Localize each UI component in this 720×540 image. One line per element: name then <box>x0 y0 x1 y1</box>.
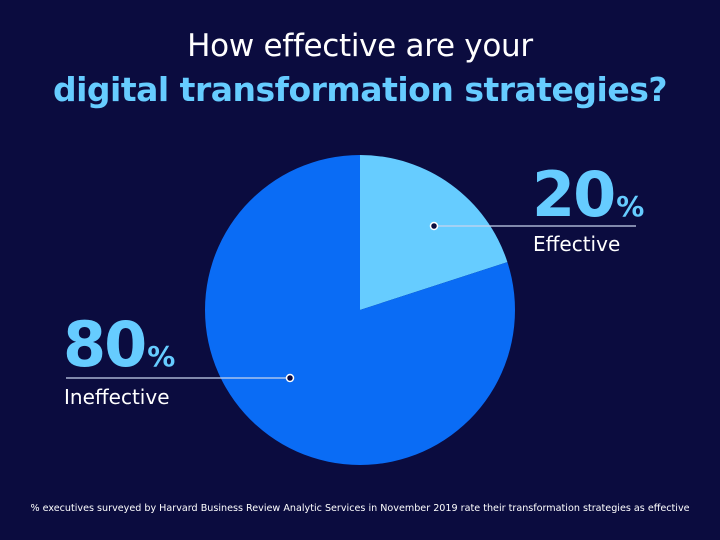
effective-value-unit: % <box>616 190 645 223</box>
ineffective-value-number: 80 <box>63 308 147 381</box>
effective-label: Effective <box>533 232 621 256</box>
footnote: % executives surveyed by Harvard Busines… <box>30 503 690 514</box>
effective-value: 20% <box>532 164 644 226</box>
ineffective-value: 80% <box>63 314 175 376</box>
ineffective-label: Ineffective <box>64 385 170 409</box>
ineffective-value-unit: % <box>147 340 176 373</box>
chart-title: How effective are your <box>187 28 533 64</box>
pie-slice-ineffective <box>205 155 515 465</box>
chart-title-highlight: digital transformation strategies? <box>52 70 668 109</box>
effective-value-number: 20 <box>532 158 616 231</box>
effective-leader-dot <box>429 221 439 231</box>
pie-slice-effective <box>360 155 508 310</box>
ineffective-leader-dot <box>285 373 295 383</box>
